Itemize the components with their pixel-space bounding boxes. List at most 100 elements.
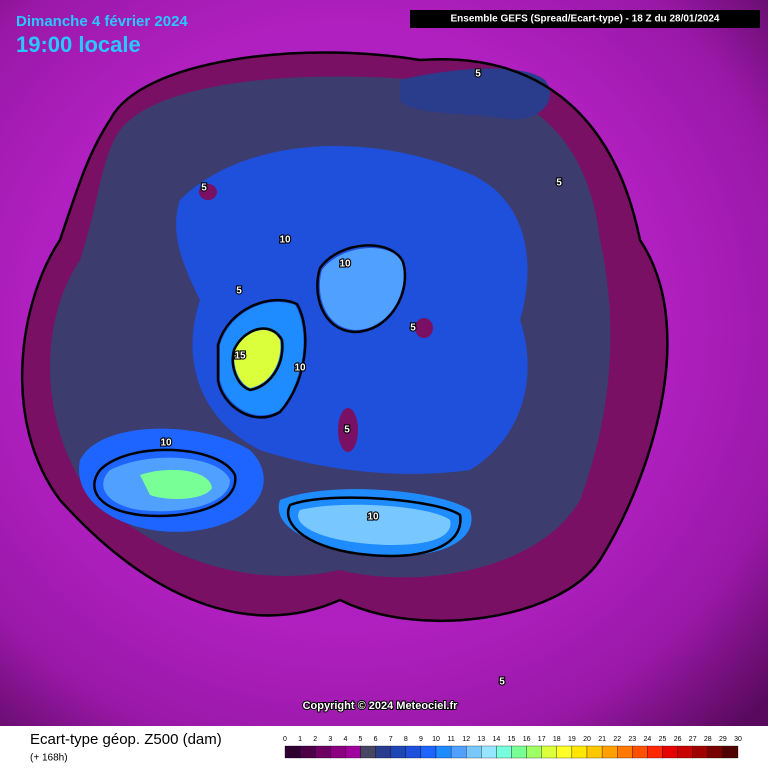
color-swatch xyxy=(360,745,376,759)
color-swatch xyxy=(405,745,422,759)
region-light xyxy=(319,248,404,330)
color-swatch xyxy=(330,745,346,759)
scale-label: 29 xyxy=(719,736,727,743)
color-swatch xyxy=(466,745,482,759)
contour-line xyxy=(93,448,237,518)
color-swatch xyxy=(556,745,573,759)
region-maroon xyxy=(415,318,433,338)
copyright: Copyright © 2024 Meteociel.fr xyxy=(303,700,459,712)
color-scale: 0 1 2 3 4 5 6 7 8 9 10 11 12 13 14 15 16 17 18 19 20 21 22 23 24… xyxy=(283,736,742,759)
region-maroon xyxy=(199,184,217,200)
contour-line xyxy=(287,496,462,558)
region-maroon xyxy=(338,408,358,452)
scale-label: 27 xyxy=(689,736,697,743)
scale-label: 25 xyxy=(659,736,667,743)
color-swatch xyxy=(586,745,603,759)
scale-label: 11 xyxy=(447,736,454,743)
map xyxy=(0,0,768,726)
contour-line xyxy=(20,51,669,622)
contour-label: 5 xyxy=(556,178,562,189)
scale-label: 16 xyxy=(523,736,531,743)
color-swatch xyxy=(662,745,678,759)
color-swatch xyxy=(450,745,467,759)
scale-label: 24 xyxy=(644,736,652,743)
scale-label: 3 xyxy=(328,736,332,743)
color-swatch xyxy=(496,745,512,759)
scale-label: 9 xyxy=(419,736,423,743)
region-green xyxy=(140,469,212,500)
contour-label: 5 xyxy=(475,69,481,80)
contour-label: 10 xyxy=(279,235,291,246)
color-swatch xyxy=(677,745,693,759)
contour-label: 5 xyxy=(410,323,416,334)
color-swatch xyxy=(511,745,527,759)
scale-label: 20 xyxy=(583,736,591,743)
color-swatch xyxy=(315,745,331,759)
region-light xyxy=(298,504,451,545)
scale-label: 0 xyxy=(283,736,287,743)
contour-label: 15 xyxy=(234,351,246,362)
contour-label: 10 xyxy=(294,363,306,374)
color-swatch xyxy=(299,745,316,759)
contour-label: 5 xyxy=(344,425,350,436)
color-swatch xyxy=(420,745,437,759)
scale-label: 13 xyxy=(477,736,485,743)
scale-label: 2 xyxy=(313,736,317,743)
color-swatch xyxy=(722,745,739,759)
color-swatch xyxy=(435,745,452,759)
scale-label: 17 xyxy=(538,736,546,743)
contour-line xyxy=(216,298,307,419)
color-swatch xyxy=(390,745,406,759)
contour-label: 5 xyxy=(201,183,207,194)
scale-label: 30 xyxy=(734,736,742,743)
contour-label: 5 xyxy=(499,677,505,688)
scale-label: 7 xyxy=(389,736,393,743)
scale-label: 21 xyxy=(598,736,606,743)
contour-label: 10 xyxy=(339,259,351,270)
scale-label: 14 xyxy=(493,736,501,743)
color-swatch xyxy=(647,745,663,759)
color-swatch xyxy=(707,745,724,759)
header-box xyxy=(410,10,760,28)
scale-label: 15 xyxy=(508,736,516,743)
color-swatch xyxy=(571,745,588,759)
scale-label: 5 xyxy=(359,736,363,743)
color-swatch xyxy=(601,745,618,759)
contour-label: 5 xyxy=(236,286,242,297)
time: 19:00 locale xyxy=(16,32,141,57)
color-swatch xyxy=(692,745,708,759)
region-yellow xyxy=(234,329,281,388)
scale-label: 10 xyxy=(432,736,440,743)
scale-label: 22 xyxy=(613,736,621,743)
scale-label: 26 xyxy=(674,736,682,743)
scale-label: 23 xyxy=(628,736,636,743)
color-swatch xyxy=(375,745,391,759)
color-swatch xyxy=(526,745,542,759)
contour-line xyxy=(316,244,407,334)
contour-label: 10 xyxy=(160,438,172,449)
scale-label: 18 xyxy=(553,736,561,743)
contour-labels: 5 5 5 10 10 5 5 15 10 5 10 10 5 xyxy=(159,68,563,689)
scale-label: 1 xyxy=(298,736,302,743)
scale-label: 4 xyxy=(343,736,347,743)
lead-time: (+ 168h) xyxy=(30,753,68,764)
model-info: Ensemble GEFS (Spread/Ecart-type) - 18 Z… xyxy=(451,14,720,25)
scale-label: 12 xyxy=(462,736,470,743)
region-blue xyxy=(400,68,550,120)
color-swatch xyxy=(617,745,633,759)
legend-title: Ecart-type géop. Z500 (dam) xyxy=(30,731,222,748)
contour-label: 10 xyxy=(367,512,379,523)
scale-label: 6 xyxy=(374,736,378,743)
color-swatch xyxy=(481,745,497,759)
color-swatch xyxy=(284,745,301,759)
date: Dimanche 4 février 2024 xyxy=(16,13,188,30)
color-swatch xyxy=(541,745,557,759)
color-swatch xyxy=(345,745,361,759)
color-swatch xyxy=(632,745,648,759)
scale-label: 8 xyxy=(404,736,408,743)
contour-line xyxy=(231,327,284,392)
scale-label: 19 xyxy=(568,736,576,743)
scale-label: 28 xyxy=(704,736,712,743)
